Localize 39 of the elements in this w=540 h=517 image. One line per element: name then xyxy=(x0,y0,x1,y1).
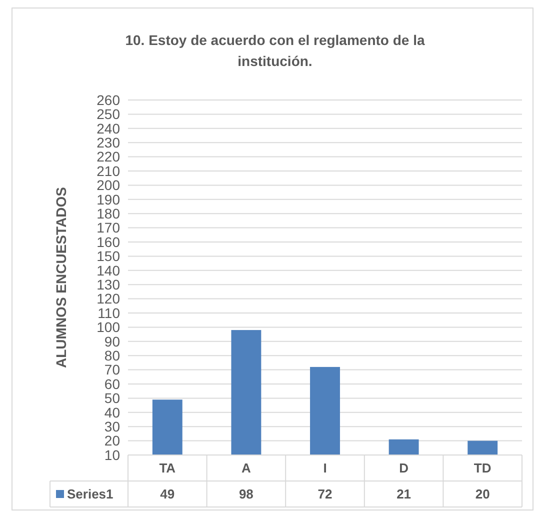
y-tick-label: 230 xyxy=(96,134,120,150)
y-tick-label: 30 xyxy=(104,418,120,434)
x-tick-label: A xyxy=(242,460,252,476)
y-tick-label: 130 xyxy=(96,276,120,292)
data-label: 72 xyxy=(318,486,332,502)
data-label: 20 xyxy=(475,486,490,502)
data-label: 49 xyxy=(160,486,175,502)
y-tick-label: 10 xyxy=(104,446,120,463)
chart-title: 10. Estoy de acuerdo con el reglamento de la institución. xyxy=(125,32,425,69)
y-tick-label: 70 xyxy=(104,362,120,378)
y-tick-label: 250 xyxy=(96,106,120,122)
y-tick-label: 110 xyxy=(98,304,120,321)
x-tick-label: D xyxy=(399,460,408,476)
y-tick-label: 90 xyxy=(104,333,120,350)
y-tick-label: 210 xyxy=(96,162,120,179)
y-tick-label: 180 xyxy=(96,206,120,222)
data-label: 98 xyxy=(238,486,254,502)
y-tick-label: 170 xyxy=(96,220,120,236)
x-tick-label: I xyxy=(323,460,327,476)
y-tick-label: 40 xyxy=(104,404,120,420)
y-tick-label: 190 xyxy=(96,191,120,208)
y-tick-label: 150 xyxy=(96,248,120,264)
x-tick-label: TA xyxy=(159,460,176,476)
y-tick-label: 260 xyxy=(96,92,120,108)
x-tick-label: TD xyxy=(474,460,492,476)
y-tick-label: 200 xyxy=(96,177,120,194)
data-label: 21 xyxy=(396,486,412,502)
y-tick-label: 20 xyxy=(104,432,120,449)
y-tick-label: 120 xyxy=(96,290,120,307)
y-tick-label: 50 xyxy=(104,390,120,406)
y-tick-label: 240 xyxy=(96,120,120,136)
y-tick-label: 100 xyxy=(96,319,120,336)
y-axis-title: ALUMNOS ENCUESTADOS xyxy=(53,187,69,368)
y-tick-label: 220 xyxy=(96,148,120,165)
y-tick-label: 140 xyxy=(96,262,120,278)
legend-label: Series1 xyxy=(67,486,114,502)
y-tick-label: 80 xyxy=(104,348,120,364)
y-tick-label: 160 xyxy=(96,234,120,250)
y-tick-label: 60 xyxy=(104,376,120,392)
